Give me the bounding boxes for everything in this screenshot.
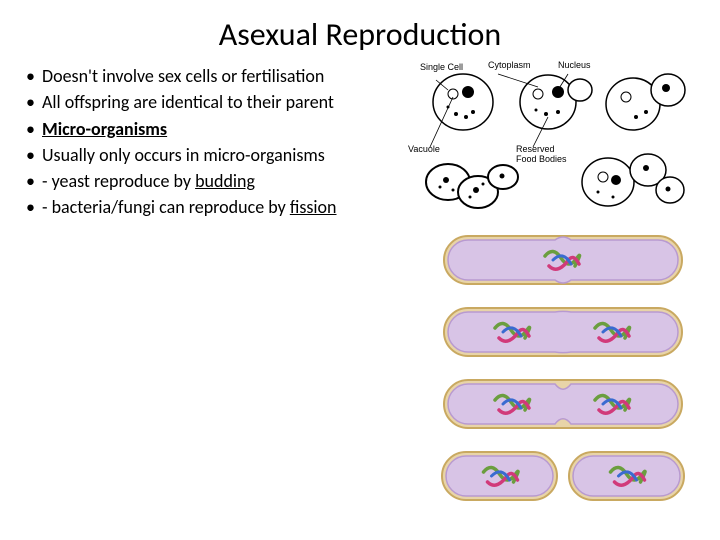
yeast-label-vacuole: Vacuole: [408, 144, 440, 154]
bullet-list: Doesn't involve sex cells or fertilisati…: [20, 64, 420, 222]
bullet-item: - yeast reproduce by budding: [20, 169, 410, 193]
bullet-item: All offspring are identical to their par…: [20, 90, 410, 114]
bullet-item: Micro-organisms: [20, 117, 410, 141]
yeast-label-reserved: Reserved Food Bodies: [516, 144, 567, 164]
bullet-item: - bacteria/fungi can reproduce by fissio…: [20, 195, 410, 219]
yeast-label-nucleus: Nucleus: [558, 60, 591, 70]
yeast-label-cytoplasm: Cytoplasm: [488, 60, 531, 70]
bacterium-stage: [438, 230, 688, 290]
yeast-budding-diagram: Single Cell Cytoplasm Nucleus Vacuole Re…: [418, 62, 693, 222]
bacterium-stage: [438, 374, 688, 434]
bullet-item: Doesn't involve sex cells or fertilisati…: [20, 64, 410, 88]
bullet-item: Usually only occurs in micro-organisms: [20, 143, 410, 167]
yeast-label-single-cell: Single Cell: [420, 62, 463, 72]
bacteria-fission-diagram: [418, 230, 708, 506]
page-title: Asexual Reproduction: [0, 0, 720, 64]
diagram-column: Single Cell Cytoplasm Nucleus Vacuole Re…: [418, 62, 708, 506]
bacterium-stage: [438, 446, 688, 506]
bacterium-stage: [438, 302, 688, 362]
